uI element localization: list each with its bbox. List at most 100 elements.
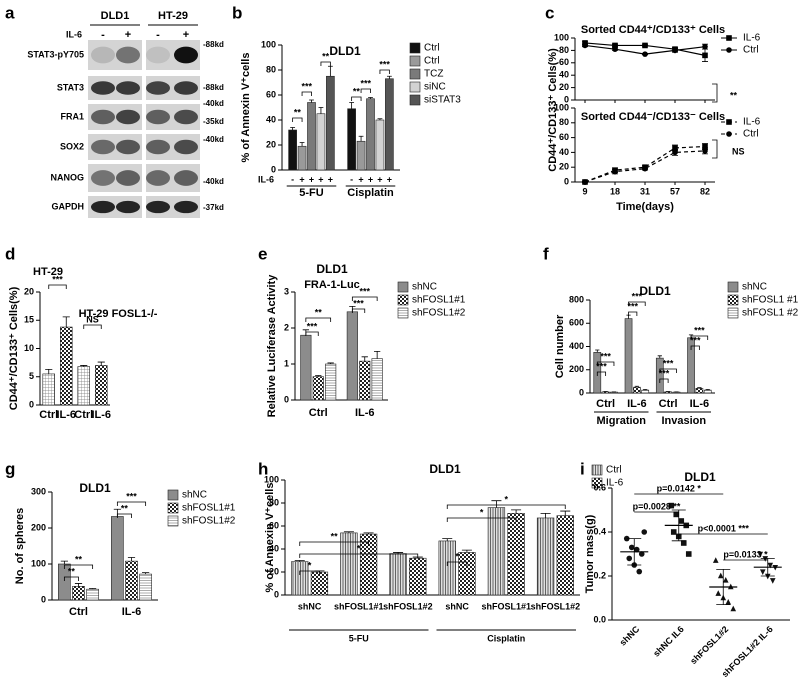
annotation: **: [121, 503, 129, 513]
y-tick-label: 100: [554, 32, 569, 42]
row-label: IL-6: [258, 174, 274, 184]
significance-bracket: [116, 501, 147, 506]
significance-bracket: [292, 117, 303, 122]
bar: [695, 388, 704, 394]
x-tick-label: Ctrl: [69, 606, 88, 618]
annotation: ***: [361, 78, 372, 88]
bar: [325, 363, 337, 401]
y-tick-label: 100: [31, 558, 46, 568]
point: [672, 149, 678, 156]
chart-title: DLD1: [639, 284, 671, 298]
point: [633, 546, 640, 553]
bar: [316, 113, 326, 171]
size-marker: -88kd: [203, 40, 224, 49]
y-tick-label: 300: [31, 486, 46, 496]
significance-bracket: [351, 308, 366, 313]
annotation: **: [730, 90, 738, 100]
row-mark: +: [377, 174, 382, 184]
x-tick-label: shNC: [298, 601, 322, 611]
point: [641, 529, 648, 535]
error-bar: [327, 65, 333, 77]
error-bar: [62, 316, 70, 328]
significance-bracket: [305, 317, 332, 322]
bar: [366, 98, 375, 171]
legend-marker: [726, 131, 732, 137]
legend-swatch: [167, 489, 179, 501]
bar: [42, 373, 55, 406]
size-marker: -40kd: [203, 135, 224, 144]
legend-swatch: [591, 464, 603, 476]
error-bar: [461, 549, 472, 553]
error-bar: [309, 99, 314, 103]
chart-subtitle: FRA-1-Luc: [304, 279, 360, 291]
x-tick-label: Ctrl: [309, 407, 328, 419]
treatment-mark: +: [125, 29, 131, 41]
blot-band: [146, 200, 170, 214]
row-mark: -: [291, 174, 294, 184]
row-mark: -: [350, 174, 353, 184]
panel-letter: h: [258, 459, 268, 478]
y-tick-label: 100: [554, 102, 569, 112]
x-tick-label: IL-6: [122, 606, 142, 618]
significance-bracket: [446, 561, 468, 566]
significance-bracket: [659, 368, 677, 373]
annotation: p=0.0028 **: [633, 501, 681, 511]
bar: [297, 145, 307, 171]
group-label: 5-FU: [349, 633, 369, 643]
sd-bar: [716, 569, 731, 605]
size-marker: -35kd: [203, 117, 224, 126]
annotation: **: [353, 86, 361, 96]
point: [717, 572, 724, 579]
annotation: ***: [632, 291, 643, 301]
x-tick-label: 9: [582, 186, 587, 196]
y-tick-label: 0: [579, 387, 584, 397]
x-tick-label: shNC: [618, 624, 642, 648]
error-bar: [393, 552, 404, 554]
row-label: SOX2: [60, 141, 84, 151]
row-mark: +: [358, 174, 363, 184]
significance-bracket: [320, 61, 331, 66]
blot-band: [146, 170, 170, 186]
bar: [624, 318, 633, 394]
legend-label: IL-6: [606, 478, 624, 489]
y-tick-label: 20: [269, 566, 279, 576]
legend-swatch: [397, 281, 409, 293]
x-tick-label: shFOSL1#2: [383, 601, 433, 611]
legend-marker: [726, 119, 732, 125]
bar: [86, 588, 99, 601]
annotation: NS: [86, 314, 99, 324]
subplot-title: Sorted CD44⁻/CD133⁻ Cells: [581, 111, 725, 123]
point: [757, 551, 764, 558]
error-bar: [491, 500, 502, 508]
x-tick-label: IL-6: [355, 407, 375, 419]
legend-label: Ctrl: [743, 129, 759, 140]
y-tick-label: 0: [41, 594, 46, 604]
x-tick-label: Ctrl: [74, 409, 93, 421]
significance-bracket: [446, 517, 517, 522]
annotation: **: [322, 51, 330, 61]
bar: [664, 391, 672, 394]
y-axis-label: Relative Luciferase Activity: [266, 274, 278, 418]
blot-band: [174, 170, 198, 186]
column-group: DLD1: [101, 10, 130, 22]
size-marker: -40kd: [203, 177, 224, 186]
point: [767, 562, 774, 569]
x-tick-label: shNC: [445, 601, 469, 611]
annotation: ***: [52, 274, 63, 284]
y-tick-label: 20: [559, 82, 569, 92]
point: [623, 535, 630, 542]
y-tick-label: 15: [24, 315, 34, 325]
legend-label: shFOSL1#2: [182, 516, 236, 527]
point: [702, 43, 708, 50]
bar: [77, 366, 91, 406]
error-bar: [361, 356, 368, 362]
legend-label: IL-6: [743, 33, 761, 44]
bar: [487, 507, 506, 596]
group-label: Migration: [597, 415, 647, 427]
panel-letter: c: [545, 3, 554, 22]
sd-bar: [671, 509, 686, 542]
point: [702, 52, 708, 59]
point: [672, 47, 678, 54]
legend-label: shFOSL1 #2: [742, 308, 798, 319]
legend-label: shFOSL1#1: [412, 295, 466, 306]
